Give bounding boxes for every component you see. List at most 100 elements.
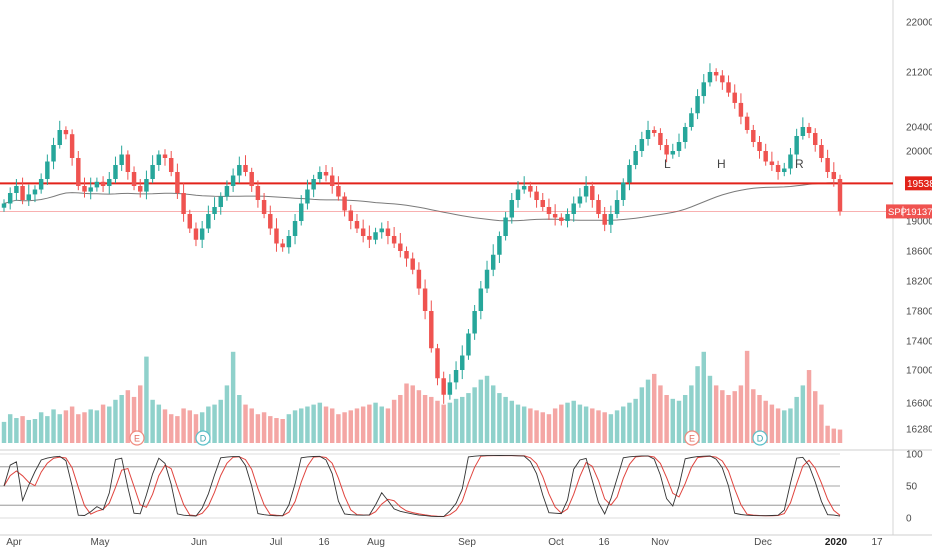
candle-body (119, 154, 124, 165)
time-axis-label: Nov (651, 537, 669, 548)
volume-bar (732, 391, 737, 443)
candle-body (144, 179, 149, 192)
candle-body (472, 311, 477, 334)
candle-body (199, 228, 205, 240)
candle-body (305, 189, 310, 204)
candle-body (775, 165, 781, 172)
candle-body (435, 348, 440, 379)
candle-body (14, 186, 19, 193)
volume-bar (484, 375, 490, 443)
candle-body (181, 193, 186, 214)
volume-bar (175, 416, 180, 443)
candle-body (689, 113, 694, 127)
volume-bar (367, 404, 372, 443)
candle-body (732, 92, 737, 103)
candle-body (596, 200, 601, 214)
volume-bar (633, 398, 638, 443)
volume-bar (422, 395, 428, 443)
volume-bar (1, 421, 7, 443)
volume-bar (813, 391, 818, 443)
volume-bar (559, 404, 564, 443)
candle-body (447, 382, 453, 395)
candle-body (212, 207, 217, 214)
volume-bar (639, 387, 645, 443)
volume-bar (94, 410, 100, 443)
volume-bar (237, 395, 242, 443)
candle-body (738, 102, 744, 117)
level-price-label: 19538 (907, 179, 932, 190)
candle-body (317, 172, 323, 179)
volume-bar (416, 390, 422, 443)
volume-bar (230, 351, 236, 443)
event-marker-label: E (689, 434, 695, 444)
volume-bar (336, 414, 341, 443)
candle-body (63, 130, 69, 135)
candle-body (682, 127, 688, 142)
volume-bar (38, 412, 44, 443)
volume-bar (181, 408, 186, 443)
volume-bar (280, 419, 285, 443)
price-tick-label: 16280 (906, 425, 932, 436)
volume-bar (689, 385, 694, 443)
time-axis-label: Sep (458, 537, 476, 548)
volume-bar (744, 350, 750, 443)
volume-bar (751, 389, 756, 443)
volume-bar (360, 406, 366, 443)
candle-body (608, 214, 614, 225)
volume-bar (63, 410, 69, 443)
candle-body (206, 214, 211, 229)
candle-body (100, 181, 106, 186)
candle-body (441, 378, 446, 395)
candle-body (255, 186, 261, 200)
volume-bar (32, 419, 38, 443)
candle-body (763, 151, 768, 162)
candle-body (515, 189, 521, 200)
price-tick-label: 20400 (906, 123, 932, 134)
candle-body (453, 370, 459, 383)
volume-bar (373, 402, 378, 443)
candle-body (323, 172, 329, 176)
volume-bar (274, 418, 279, 443)
candle-body (429, 311, 434, 349)
candle-body (360, 228, 366, 236)
volume-bar (540, 412, 545, 443)
candle-body (751, 130, 756, 142)
candle-body (416, 269, 422, 289)
candle-body (150, 165, 155, 179)
volume-bar (645, 379, 651, 443)
volume-bar (88, 409, 93, 443)
volume-bar (695, 366, 700, 443)
volume-bar (329, 408, 335, 443)
price-tick-label: 22000 (906, 18, 932, 29)
volume-bar (150, 399, 155, 443)
volume-bar (831, 428, 837, 443)
candle-body (664, 145, 669, 155)
volume-bar (794, 396, 799, 443)
volume-bar (497, 393, 502, 443)
volume-bar (26, 419, 31, 443)
candle-body (286, 236, 292, 248)
candle-body (639, 139, 645, 151)
volume-bar (206, 406, 211, 443)
candle-body (26, 194, 31, 200)
candle-body (311, 179, 316, 190)
candle-body (94, 181, 100, 188)
volume-bar (224, 385, 230, 443)
event-marker (752, 430, 768, 446)
candle-body (633, 151, 638, 165)
volume-bar (20, 416, 25, 443)
volume-bar (757, 395, 762, 443)
candle-body (788, 154, 793, 169)
time-axis-label: Oct (548, 537, 564, 548)
volume-bar (261, 412, 267, 443)
volume-bar (51, 409, 56, 443)
volume-bar (726, 395, 731, 443)
candle-body (651, 130, 657, 133)
candle-body (113, 165, 118, 179)
candle-body (125, 154, 131, 172)
volume-bar (590, 408, 595, 443)
event-marker-label: D (200, 434, 207, 444)
volume-bar (472, 387, 477, 443)
last-price-symbol: SPP (888, 207, 907, 218)
